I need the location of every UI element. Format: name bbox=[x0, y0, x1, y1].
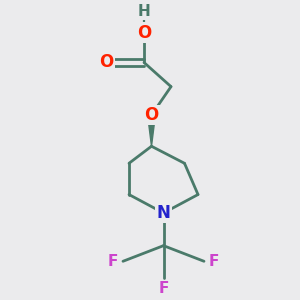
Text: F: F bbox=[108, 254, 119, 269]
Text: O: O bbox=[137, 24, 151, 42]
Text: F: F bbox=[158, 281, 169, 296]
Text: N: N bbox=[157, 204, 170, 222]
Text: F: F bbox=[208, 254, 219, 269]
Text: O: O bbox=[144, 106, 159, 124]
Polygon shape bbox=[148, 115, 155, 146]
Text: O: O bbox=[99, 53, 114, 71]
Text: H: H bbox=[138, 4, 150, 19]
